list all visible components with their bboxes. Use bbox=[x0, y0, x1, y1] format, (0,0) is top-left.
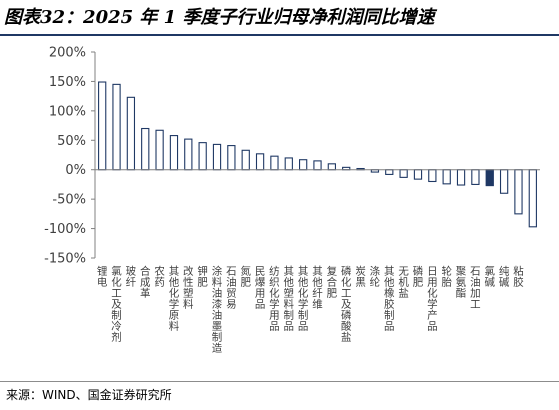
y-tick-label: 50% bbox=[57, 134, 86, 149]
source-note: 来源：WIND、国金证券研究所 bbox=[6, 388, 172, 402]
x-tick-label: 轮胎 bbox=[441, 265, 452, 289]
bar bbox=[284, 157, 293, 171]
bar bbox=[227, 145, 236, 171]
source-divider bbox=[0, 381, 559, 382]
bar bbox=[299, 159, 308, 171]
bar bbox=[126, 96, 136, 171]
chart-title: 图表32：2025 年 1 季度子行业归母净利润同比增速 bbox=[4, 7, 435, 28]
x-tick-label: 石油贸易 bbox=[226, 266, 237, 311]
bar-chart: -150% -100% -50% 0% 50% 100% 150% 200% 锂电氯化工及制冷剂… bbox=[44, 46, 540, 355]
y-tick-label: 100% bbox=[49, 104, 86, 119]
x-tick-label: 锂电 bbox=[97, 265, 108, 289]
bar bbox=[327, 163, 336, 171]
x-tick-label: 钾肥 bbox=[197, 265, 208, 289]
x-tick-label: 磷肥 bbox=[413, 265, 424, 289]
bar bbox=[456, 169, 466, 186]
bar bbox=[428, 169, 437, 183]
x-tick-label: 炭黑 bbox=[355, 266, 366, 289]
y-tick-label: -50% bbox=[52, 193, 86, 208]
x-tick-label: 氯碱 bbox=[485, 265, 496, 289]
y-tick-label: -150% bbox=[44, 252, 86, 267]
x-tick-label: 氯化工及制冷剂 bbox=[111, 265, 122, 344]
bar bbox=[413, 169, 423, 180]
x-tick-label: 粘胶 bbox=[513, 265, 524, 289]
bar bbox=[212, 143, 222, 171]
x-tick-label: 日用化学产品 bbox=[427, 266, 438, 333]
x-tick-label: 民爆用品 bbox=[255, 266, 266, 311]
bar bbox=[255, 153, 265, 171]
x-tick-label: 磷化工及磷酸盐 bbox=[341, 265, 352, 344]
bar bbox=[184, 138, 193, 171]
x-tick-label: 石油加工 bbox=[470, 266, 481, 311]
x-tick-label: 纺织化学用品 bbox=[269, 265, 280, 333]
x-tick-label: 涂料油漆油墨制造 bbox=[212, 265, 223, 355]
bar bbox=[528, 169, 537, 228]
x-tick-label: 其他化学制品 bbox=[298, 266, 309, 333]
bar bbox=[313, 160, 322, 171]
x-tick-label: 其他塑料制品 bbox=[284, 266, 295, 333]
x-tick-label: 其他纤维 bbox=[312, 266, 323, 311]
y-tick-label: 150% bbox=[49, 75, 86, 90]
bar bbox=[169, 135, 179, 171]
bar bbox=[198, 142, 207, 171]
bar bbox=[385, 169, 394, 175]
bar bbox=[98, 81, 107, 171]
y-tick-label: 0% bbox=[65, 163, 86, 178]
x-tick-label: 氮肥 bbox=[240, 265, 251, 289]
x-tick-label: 合成革 bbox=[140, 265, 151, 300]
bar bbox=[155, 129, 164, 171]
x-tick-label: 无机盐 bbox=[398, 266, 409, 300]
x-tick-label: 纯碱 bbox=[499, 265, 510, 289]
bar bbox=[270, 155, 279, 171]
x-tick-label: 玻纤 bbox=[126, 265, 137, 289]
x-tick-label: 改性塑料 bbox=[183, 265, 194, 311]
bar bbox=[399, 169, 408, 178]
title-divider bbox=[0, 34, 559, 36]
bar bbox=[471, 169, 480, 185]
x-tick-label: 聚氨酯 bbox=[456, 266, 467, 300]
x-tick-label: 其他橡胶制品 bbox=[384, 266, 395, 333]
x-tick-label: 复合肥 bbox=[327, 265, 338, 300]
bar bbox=[241, 149, 250, 171]
bar bbox=[485, 169, 494, 187]
bar bbox=[499, 169, 509, 194]
bar bbox=[112, 83, 121, 171]
y-tick-label: 200% bbox=[49, 46, 86, 61]
x-tick-label: 其他化学原料 bbox=[169, 266, 180, 333]
chart-area: -150% -100% -50% 0% 50% 100% 150% 200% 锂电 氯化工及制冷剂… bbox=[0, 40, 559, 380]
x-tick-label: 涤纶 bbox=[370, 265, 381, 289]
y-tick-label: -100% bbox=[44, 222, 86, 237]
bar bbox=[514, 169, 523, 215]
bar bbox=[141, 127, 150, 171]
bar bbox=[442, 169, 451, 185]
x-tick-label: 农药 bbox=[154, 265, 165, 289]
